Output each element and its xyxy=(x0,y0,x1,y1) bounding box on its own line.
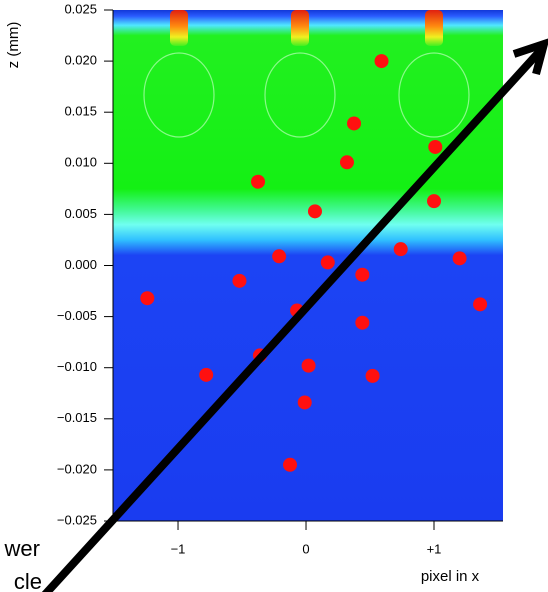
heatmap xyxy=(113,10,503,521)
x-axis-label: pixel in x xyxy=(421,568,480,585)
point xyxy=(365,368,380,383)
point xyxy=(427,194,442,209)
point xyxy=(347,116,362,131)
point xyxy=(355,267,370,282)
point xyxy=(272,249,287,264)
x-tick-label: −1 xyxy=(171,541,186,556)
point xyxy=(393,242,408,257)
x-tick-label: +1 xyxy=(427,541,442,556)
point xyxy=(199,367,214,382)
point xyxy=(374,54,389,69)
point xyxy=(320,255,335,270)
point xyxy=(297,395,312,410)
y-tick-label: −0.005 xyxy=(57,308,97,323)
x-tick-label: 0 xyxy=(302,541,309,556)
plot xyxy=(140,54,488,472)
y-tick-label: 0.015 xyxy=(64,104,97,119)
point xyxy=(339,155,354,170)
y-tick-label: 0.000 xyxy=(64,257,97,272)
y-tick-label: 0.020 xyxy=(64,53,97,68)
annotation: wer xyxy=(4,536,40,561)
point xyxy=(140,291,155,306)
y-tick-label: 0.025 xyxy=(64,1,97,16)
y-tick-label: 0.010 xyxy=(64,155,97,170)
y-axis-label: z (mm) xyxy=(5,22,22,69)
annotation: cle xyxy=(14,569,42,592)
y-tick-label: −0.015 xyxy=(57,410,97,425)
point xyxy=(232,273,247,288)
y-tick-label: 0.005 xyxy=(64,206,97,221)
y-tick-label: −0.020 xyxy=(57,461,97,476)
point xyxy=(428,139,443,154)
y-tick-label: −0.025 xyxy=(57,512,97,527)
point xyxy=(283,457,298,472)
point xyxy=(307,204,322,219)
point xyxy=(301,358,316,373)
point xyxy=(452,251,467,266)
point xyxy=(251,174,266,189)
point xyxy=(355,315,370,330)
y-tick-label: −0.010 xyxy=(57,359,97,374)
point xyxy=(473,297,488,312)
arrow xyxy=(41,38,548,592)
